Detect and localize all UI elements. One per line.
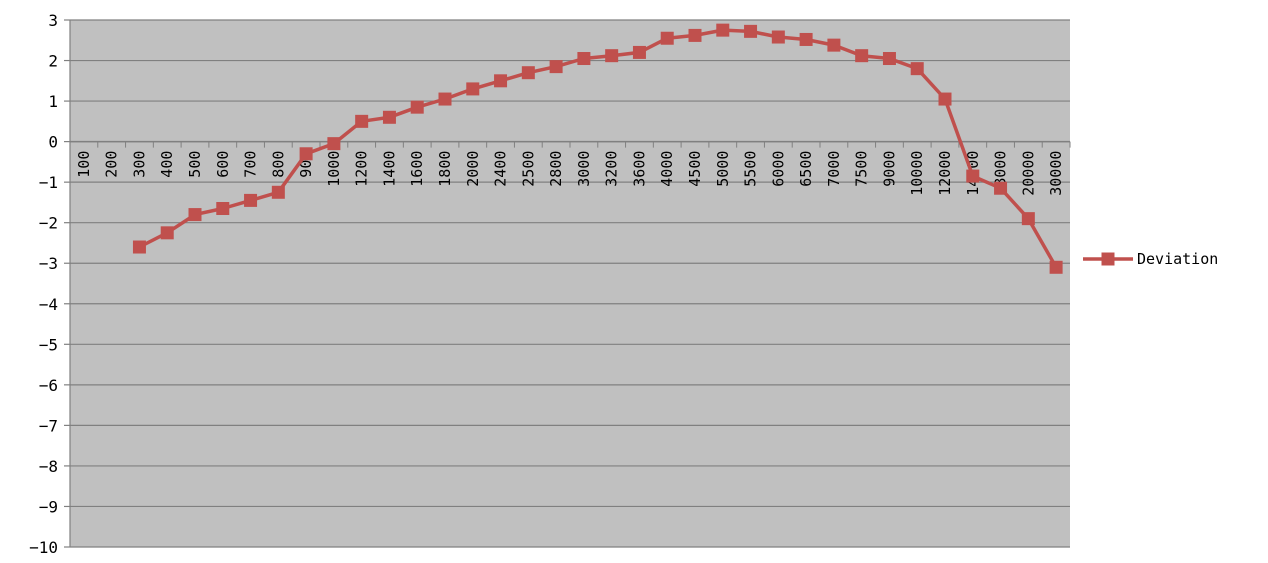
y-tick-label: 3 (48, 11, 58, 30)
x-tick-label: 700 (242, 151, 260, 178)
data-point-marker (577, 52, 591, 66)
data-point-marker (688, 28, 702, 42)
x-tick-label: 1000 (325, 151, 343, 187)
legend: Deviation (1083, 250, 1218, 268)
data-point-marker (438, 92, 452, 106)
data-point-marker (299, 147, 313, 161)
data-point-marker (716, 23, 730, 37)
y-tick-label: −6 (39, 376, 58, 395)
y-tick-label: 1 (48, 92, 58, 111)
data-point-marker (382, 110, 396, 124)
x-tick-label: 2400 (492, 151, 510, 187)
data-point-marker (744, 24, 758, 38)
x-tick-label: 100 (75, 151, 93, 178)
x-tick-label: 1400 (380, 151, 398, 187)
x-tick-label: 1800 (436, 151, 454, 187)
x-tick-label: 5500 (742, 151, 760, 187)
x-tick-label: 12000 (936, 151, 954, 196)
x-tick-label: 30000 (1047, 151, 1065, 196)
y-tick-label: −9 (39, 497, 58, 516)
data-point-marker (660, 31, 674, 45)
y-tick-label: 2 (48, 52, 58, 71)
x-tick-label: 400 (158, 151, 176, 178)
y-tick-label: −3 (39, 254, 58, 273)
data-point-marker (827, 38, 841, 52)
data-point-marker (771, 30, 785, 44)
y-tick-label: −8 (39, 457, 58, 476)
data-point-marker (605, 49, 619, 63)
data-point-marker (160, 226, 174, 240)
y-tick-label: −10 (29, 538, 58, 557)
x-tick-label: 9000 (880, 151, 898, 187)
x-tick-label: 5000 (714, 151, 732, 187)
data-point-marker (132, 240, 146, 254)
x-tick-label: 3000 (575, 151, 593, 187)
x-tick-label: 500 (186, 151, 204, 178)
data-point-marker (466, 82, 480, 96)
data-point-marker (494, 74, 508, 88)
plot-area (70, 20, 1070, 547)
data-point-marker (994, 181, 1008, 195)
series-group (132, 23, 1063, 274)
x-tick-label: 4000 (658, 151, 676, 187)
data-point-marker (355, 114, 369, 128)
data-point-marker (799, 32, 813, 46)
x-tick-label: 2800 (547, 151, 565, 187)
y-tick-label: −4 (39, 295, 58, 314)
x-tick-label: 4500 (686, 151, 704, 187)
y-axis: 3 2 1 0 −1 −2 −3 −4 −5 −6 −7 −8 −9 −10 (29, 11, 71, 557)
data-point-marker (632, 45, 646, 59)
x-tick-label: 7000 (825, 151, 843, 187)
legend-label: Deviation (1137, 250, 1218, 268)
y-tick-label: −7 (39, 416, 58, 435)
x-tick-label: 2000 (464, 151, 482, 187)
data-point-marker (271, 185, 285, 199)
legend-marker (1101, 252, 1115, 266)
x-tick-label: 10000 (908, 151, 926, 196)
x-tick-label: 6000 (769, 151, 787, 187)
gridlines (70, 19, 1070, 548)
x-tick-label: 1600 (408, 151, 426, 187)
y-tick-label: −5 (39, 335, 58, 354)
data-point-marker (521, 66, 535, 80)
series-line (138, 28, 1058, 269)
data-point-marker (188, 208, 202, 222)
y-tick-label: −2 (39, 214, 58, 233)
data-point-marker (410, 100, 424, 114)
data-point-marker (855, 49, 869, 63)
data-point-marker (966, 169, 980, 183)
data-point-marker (910, 62, 924, 76)
data-point-marker (327, 137, 341, 151)
data-point-marker (938, 92, 952, 106)
x-tick-label: 1200 (353, 151, 371, 187)
x-tick-label: 7500 (853, 151, 871, 187)
y-tick-label: −1 (39, 173, 58, 192)
x-tick-label: 3200 (603, 151, 621, 187)
x-tick-label: 800 (269, 151, 287, 178)
data-point-marker (1021, 212, 1035, 226)
y-tick-label: 0 (48, 133, 58, 152)
x-tick-label: 6500 (797, 151, 815, 187)
data-point-marker (244, 193, 258, 207)
x-tick-label: 600 (214, 151, 232, 178)
x-tick-label: 20000 (1019, 151, 1037, 196)
data-point-marker (216, 202, 230, 216)
x-tick-label: 3600 (630, 151, 648, 187)
data-point-marker (549, 60, 563, 74)
x-tick-label: 200 (103, 151, 121, 178)
data-point-marker (1049, 260, 1063, 274)
data-point-marker (882, 52, 896, 66)
x-tick-label: 2500 (519, 151, 537, 187)
x-tick-label: 300 (130, 151, 148, 178)
